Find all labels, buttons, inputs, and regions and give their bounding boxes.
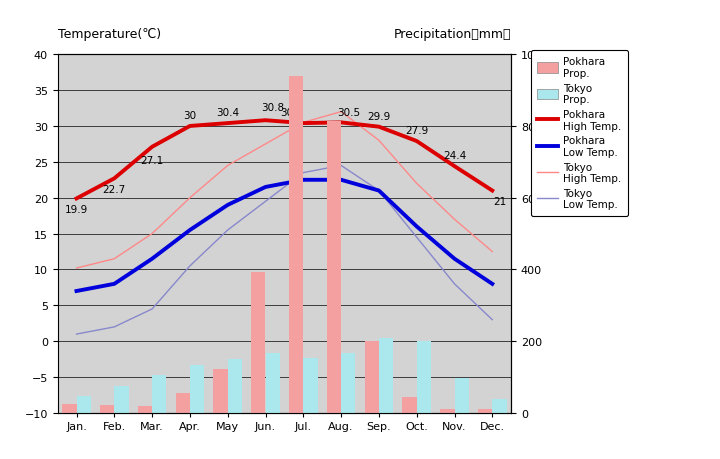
Text: 27.1: 27.1 [140, 155, 163, 165]
Text: 22.7: 22.7 [103, 185, 126, 195]
Bar [478, 409, 492, 413]
Bar [303, 358, 318, 413]
Text: 21: 21 [493, 197, 506, 207]
Bar [100, 405, 114, 413]
Bar [440, 409, 454, 413]
Bar [289, 77, 303, 413]
Bar [492, 399, 507, 413]
Text: Temperature(℃): Temperature(℃) [58, 28, 161, 41]
Legend: Pokhara
Prop., Tokyo
Prop., Pokhara
High Temp., Pokhara
Low Temp., Tokyo
High Te: Pokhara Prop., Tokyo Prop., Pokhara High… [531, 51, 628, 216]
Text: 30: 30 [184, 111, 197, 121]
Bar [364, 341, 379, 413]
Text: 30.4: 30.4 [280, 108, 304, 118]
Bar [138, 406, 152, 413]
Bar [152, 375, 166, 413]
Text: Precipitation（mm）: Precipitation（mm） [394, 28, 511, 41]
Bar [251, 272, 266, 413]
Bar [417, 341, 431, 413]
Bar [327, 122, 341, 413]
Bar [228, 359, 242, 413]
Text: 30.8: 30.8 [261, 103, 284, 113]
Text: 27.9: 27.9 [405, 126, 428, 136]
Bar [266, 353, 280, 413]
Bar [402, 397, 417, 413]
Bar [76, 396, 91, 413]
Bar [379, 338, 393, 413]
Bar [62, 404, 76, 413]
Bar [176, 393, 190, 413]
Bar [454, 378, 469, 413]
Text: 30.5: 30.5 [337, 107, 360, 118]
Bar [341, 353, 356, 413]
Text: 29.9: 29.9 [367, 112, 390, 122]
Bar [114, 386, 129, 413]
Bar [190, 365, 204, 413]
Text: 30.4: 30.4 [216, 108, 239, 118]
Bar [213, 369, 228, 413]
Text: 24.4: 24.4 [443, 151, 466, 161]
Text: 19.9: 19.9 [65, 205, 88, 215]
